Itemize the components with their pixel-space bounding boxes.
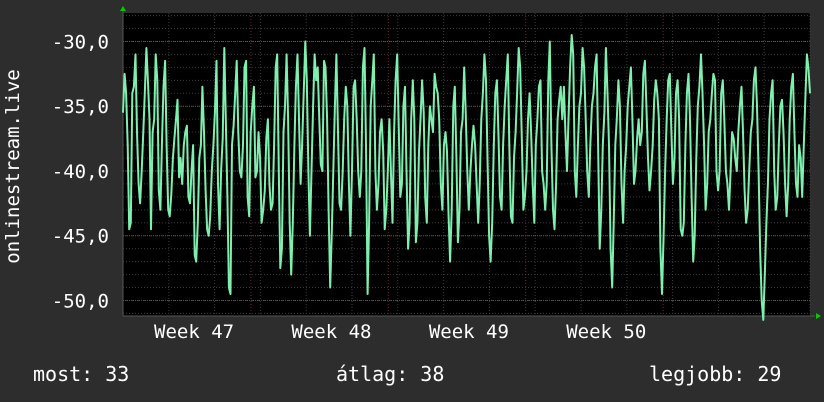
best-label: legjobb: [649, 362, 746, 386]
x-tick-label: Week 49 [429, 321, 509, 343]
y-axis-arrow [120, 6, 126, 11]
y-tick-label: -40,0 [52, 161, 109, 183]
current-stat: most: 33 [33, 362, 129, 386]
best-stat: legjobb: 29 [649, 362, 781, 386]
best-value: 29 [757, 362, 782, 386]
average-label: átlag: [336, 362, 409, 386]
x-tick-label: Week 50 [566, 321, 646, 343]
series-line [122, 34, 811, 321]
y-tick-label: -35,0 [52, 96, 109, 118]
y-tick-label: -30,0 [52, 31, 109, 53]
y-tick-label: -50,0 [52, 290, 109, 312]
y-axis-label: onlinestream.live [2, 69, 24, 263]
y-tick-label: -45,0 [52, 226, 109, 248]
x-tick-label: Week 48 [291, 321, 371, 343]
x-axis-arrow [816, 313, 821, 319]
average-stat: átlag: 38 [336, 362, 444, 386]
current-value: 33 [105, 362, 130, 386]
average-value: 38 [420, 362, 445, 386]
current-label: most: [33, 362, 94, 386]
x-tick-label: Week 47 [154, 321, 234, 343]
